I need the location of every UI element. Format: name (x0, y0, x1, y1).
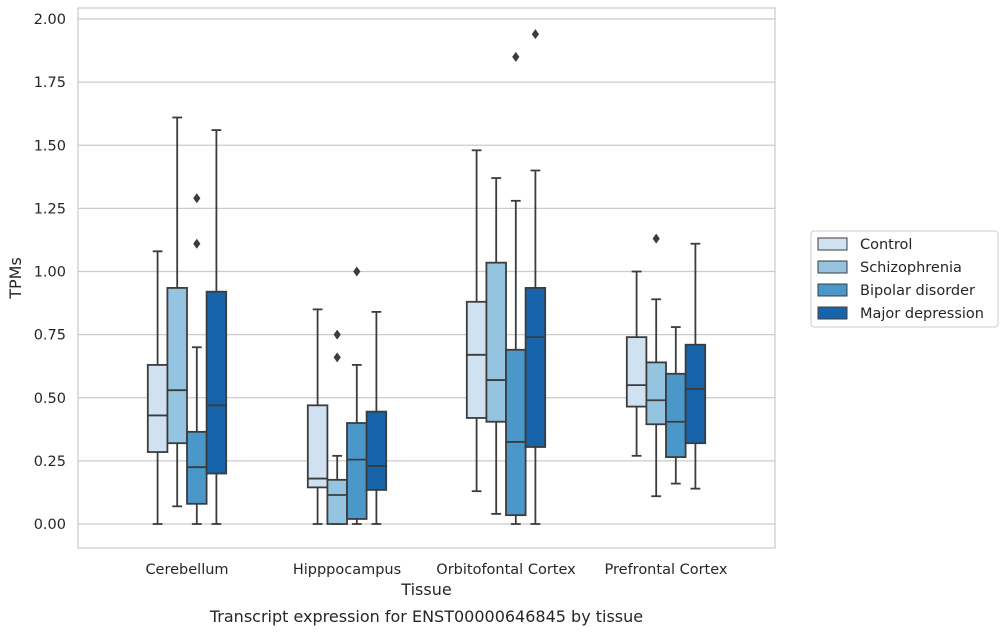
outlier-point (531, 29, 539, 40)
y-tick-label: 0.25 (34, 454, 66, 470)
box-iqr (205, 290, 228, 475)
outlier-point (652, 233, 660, 244)
y-axis-label: TPMs (6, 257, 25, 300)
box-schizophrenia-0 (166, 116, 188, 508)
box-iqr (625, 336, 648, 408)
box-major-depression-1 (365, 310, 388, 525)
legend-label: Control (860, 237, 912, 253)
legend: Control Schizophrenia Bipolar disorder Majo… (810, 230, 999, 328)
box-control-0 (146, 250, 169, 525)
y-tick-label: 2.00 (34, 12, 66, 28)
y-tick-label: 1.75 (34, 75, 66, 91)
y-tick-label: 1.00 (34, 265, 66, 281)
box-iqr (365, 410, 388, 491)
legend-label: Major depression (860, 306, 984, 322)
box-iqr (306, 404, 329, 489)
box-schizophrenia-2 (485, 177, 507, 515)
x-tick-label: Cerebellum (145, 562, 228, 578)
box-iqr (326, 478, 348, 525)
y-axis-ticks: 0.00 0.25 0.50 0.75 1.00 1.25 1.50 1.75 2.00 (34, 12, 66, 533)
y-tick-label: 0.75 (34, 328, 66, 344)
box-iqr (146, 364, 169, 453)
box-control-3 (625, 270, 648, 457)
outlier-point (193, 238, 201, 249)
box-iqr (346, 422, 368, 520)
legend-frame (810, 230, 999, 328)
box-iqr (665, 372, 687, 458)
x-axis-label: Tissue (400, 580, 451, 599)
box-bipolar-disorder-1 (346, 266, 368, 525)
box-control-2 (465, 149, 488, 493)
box-major-depression-2 (524, 29, 547, 525)
outlier-point (512, 51, 520, 62)
box-bipolar-disorder-3 (665, 326, 687, 485)
legend-label: Schizophrenia (860, 260, 962, 276)
x-tick-label: Hipppocampus (293, 562, 401, 578)
boxes (146, 29, 707, 525)
box-iqr (524, 287, 547, 448)
box-iqr (684, 343, 707, 445)
box-iqr (645, 361, 667, 426)
box-major-depression-0 (205, 129, 228, 525)
box-major-depression-3 (684, 242, 707, 490)
y-tick-label: 0.50 (34, 391, 66, 407)
box-schizophrenia-3 (645, 233, 667, 498)
x-axis-ticks: Cerebellum Hipppocampus Orbitofontal Corte… (145, 562, 727, 578)
outlier-point (333, 352, 341, 363)
legend-swatch (817, 237, 848, 251)
box-bipolar-disorder-2 (505, 51, 527, 525)
box-control-1 (306, 308, 329, 525)
box-bipolar-disorder-0 (186, 193, 208, 525)
outlier-point (333, 329, 341, 340)
legend-swatch (817, 306, 848, 320)
y-tick-label: 0.00 (34, 517, 66, 533)
legend-swatch (817, 283, 848, 297)
box-iqr (465, 300, 488, 419)
outlier-point (353, 266, 361, 277)
y-tick-label: 1.50 (34, 138, 66, 154)
box-iqr (166, 287, 188, 445)
chart-caption: Transcript expression for ENST0000064684… (209, 607, 643, 626)
plot-frame (77, 7, 776, 549)
outlier-point (193, 193, 201, 204)
box-iqr (505, 348, 527, 517)
box-schizophrenia-1 (326, 329, 348, 525)
box-iqr (485, 261, 507, 423)
y-tick-label: 1.25 (34, 201, 66, 217)
legend-label: Bipolar disorder (860, 283, 975, 299)
x-tick-label: Prefrontal Cortex (605, 562, 728, 578)
legend-swatch (817, 260, 848, 274)
x-tick-label: Orbitofontal Cortex (436, 562, 576, 578)
